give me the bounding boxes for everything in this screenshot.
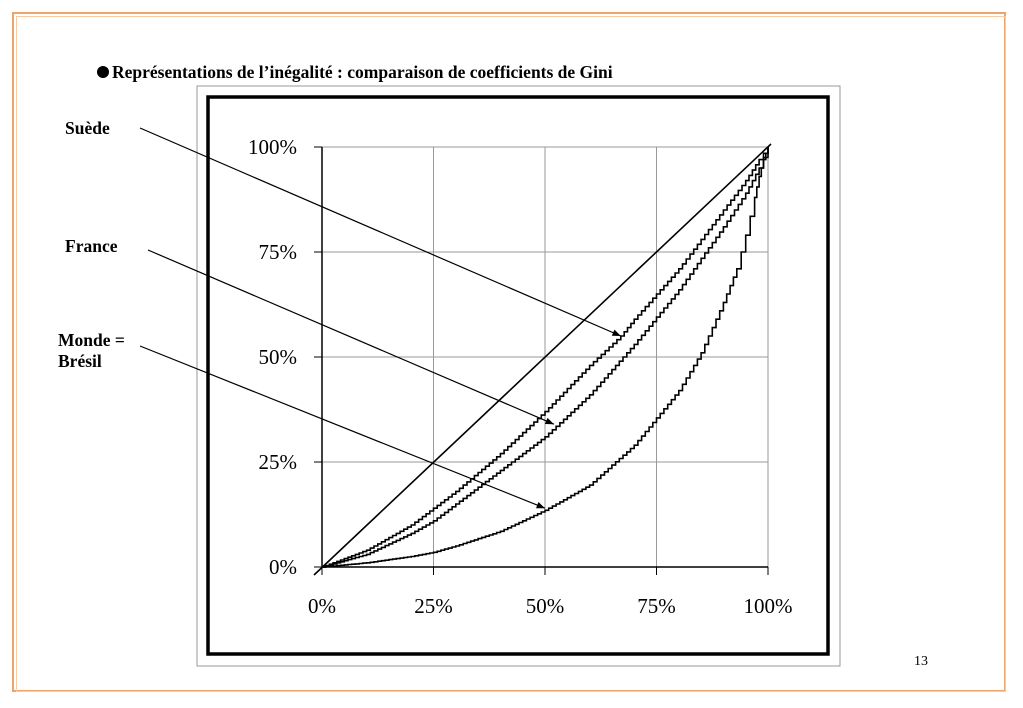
annotation-france: France — [65, 236, 118, 256]
y-tick-label: 25% — [259, 450, 298, 474]
arrow-shaft — [139, 345, 546, 509]
series-group — [313, 143, 772, 576]
y-tick-label: 50% — [259, 345, 298, 369]
x-tick-label: 25% — [414, 594, 453, 618]
arrow-france — [147, 249, 555, 425]
x-tick-label: 100% — [744, 594, 793, 618]
arrow-suede — [139, 127, 622, 337]
slide-title-text: Représentations de l’inégalité : compara… — [112, 62, 613, 82]
slide-title: Représentations de l’inégalité : compara… — [97, 62, 613, 83]
arrow-shaft — [147, 249, 555, 425]
arrow-shaft — [139, 127, 622, 337]
arrow-head-icon — [611, 329, 621, 336]
tick-labels: 0% 25% 50% 75% 100% 0% 25% 50% 75% 100% — [248, 135, 793, 618]
y-tick-label: 75% — [259, 240, 298, 264]
page-number: 13 — [914, 654, 928, 669]
annotation-arrows — [139, 127, 622, 509]
y-tick-label: 0% — [269, 555, 297, 579]
y-tick-label: 100% — [248, 135, 297, 159]
series-france — [322, 147, 769, 568]
arrow-monde-bresil — [139, 345, 546, 509]
slide-frame-inner — [16, 16, 1006, 692]
annotation-suede: Suède — [65, 118, 110, 138]
equality-line — [313, 143, 772, 576]
x-tick-label: 50% — [526, 594, 565, 618]
x-tick-label: 0% — [308, 594, 336, 618]
annotation-monde-bresil: Monde = Brésil — [58, 330, 125, 371]
arrow-head-icon — [536, 501, 545, 509]
arrow-head-icon — [544, 417, 554, 425]
x-tick-label: 75% — [637, 594, 676, 618]
plot-area-border — [206, 95, 830, 656]
series-suede — [322, 147, 769, 568]
bullet-icon — [97, 66, 109, 78]
series-monde-bresil — [322, 147, 769, 568]
